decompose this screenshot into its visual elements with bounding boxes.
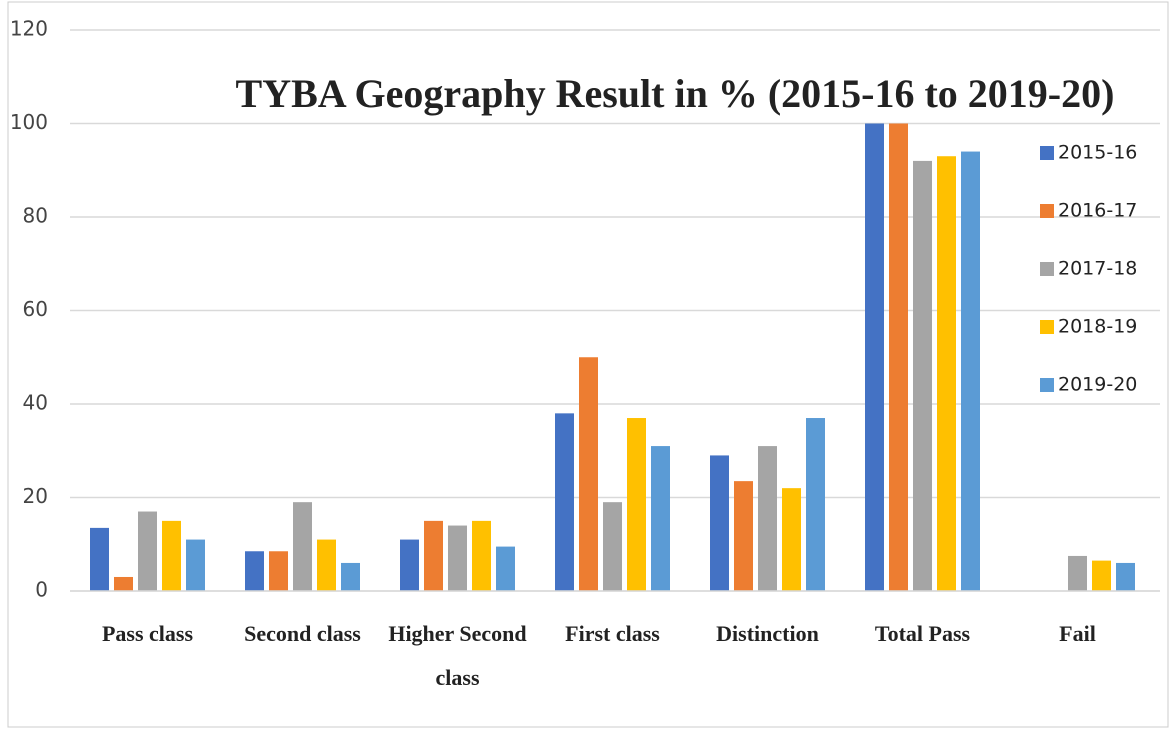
bar [1116, 562, 1135, 591]
bar [937, 156, 956, 591]
y-tick-label: 80 [23, 204, 48, 228]
x-tick-label-line: class [436, 665, 480, 690]
bar [269, 551, 288, 591]
y-tick-label: 0 [35, 578, 48, 602]
bar [317, 539, 336, 591]
bar [400, 539, 419, 591]
bar [1068, 555, 1087, 591]
bar [961, 151, 980, 592]
x-tick-label: First class [565, 621, 660, 646]
bar [579, 357, 598, 591]
bar [913, 160, 932, 591]
bar [114, 576, 133, 591]
bar [341, 562, 360, 591]
legend-label: 2019-20 [1058, 374, 1137, 396]
bar [734, 481, 753, 591]
y-tick-label: 20 [23, 484, 48, 508]
legend-label: 2015-16 [1058, 142, 1137, 164]
x-tick-label-line: Higher Second [388, 621, 526, 646]
bar [424, 520, 443, 591]
bar [245, 551, 264, 591]
x-tick-label: Pass class [102, 621, 194, 646]
bar [710, 455, 729, 591]
legend-swatch [1040, 204, 1054, 218]
bar [162, 520, 181, 591]
x-tick-label: Higher Second class [388, 621, 526, 690]
legend-swatch [1040, 146, 1054, 160]
bar [889, 123, 908, 591]
legend-swatch [1040, 320, 1054, 334]
x-tick-label: Distinction [716, 621, 819, 646]
legend-label: 2017-18 [1058, 258, 1137, 280]
legend-label: 2016-17 [1058, 200, 1137, 222]
bar [627, 418, 646, 591]
bar [555, 413, 574, 591]
bar [782, 488, 801, 591]
y-tick-label: 120 [10, 17, 48, 41]
legend-swatch [1040, 378, 1054, 392]
bar [90, 527, 109, 591]
bar [758, 446, 777, 591]
bar [186, 539, 205, 591]
bar [865, 123, 884, 591]
x-tick-label: Fail [1059, 621, 1096, 646]
bar [603, 502, 622, 591]
bar [651, 446, 670, 591]
bar [1092, 560, 1111, 591]
legend-label: 2018-19 [1058, 316, 1137, 338]
x-tick-label: Total Pass [875, 621, 971, 646]
x-tick-label: Second class [244, 621, 361, 646]
bar [138, 511, 157, 591]
bar [448, 525, 467, 591]
y-tick-label: 60 [23, 297, 48, 321]
chart-title: TYBA Geography Result in % (2015-16 to 2… [236, 71, 1115, 116]
y-tick-label: 100 [10, 110, 48, 134]
bar [806, 418, 825, 591]
chart-border [7, 1, 1169, 728]
bar [293, 502, 312, 591]
legend-swatch [1040, 262, 1054, 276]
bar [496, 546, 515, 591]
y-tick-label: 40 [23, 391, 48, 415]
bar [472, 520, 491, 591]
